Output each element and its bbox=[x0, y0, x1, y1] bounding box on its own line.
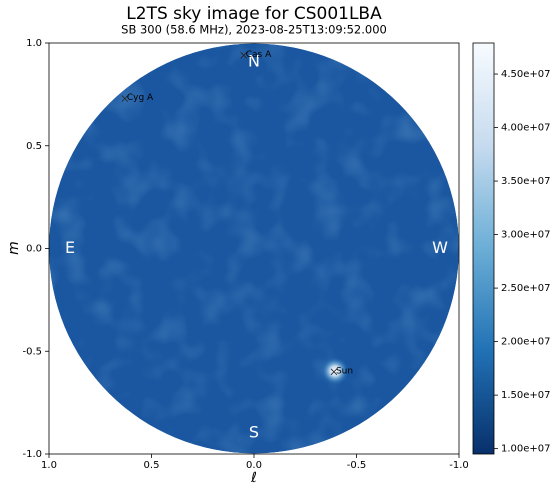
x-tick-label: 0.0 bbox=[246, 460, 262, 471]
x-tick-label: -0.5 bbox=[347, 460, 367, 471]
x-tick-label: -1.0 bbox=[449, 460, 469, 471]
y-tick-label: -1.0 bbox=[22, 449, 42, 460]
y-tick-label: 0.0 bbox=[26, 244, 42, 255]
chart-title: L2TS sky image for CS001LBA bbox=[126, 4, 382, 24]
sky-texture bbox=[49, 43, 459, 454]
colorbar-tick-label: 1.00e+07 bbox=[501, 444, 551, 455]
sky-image bbox=[49, 43, 459, 454]
colorbar-tick-label: 4.00e+07 bbox=[501, 123, 551, 134]
x-tick-label: 1.0 bbox=[41, 460, 57, 471]
compass-label: W bbox=[432, 238, 448, 257]
colorbar-tick-label: 3.00e+07 bbox=[501, 230, 551, 241]
y-tick-label: -0.5 bbox=[22, 346, 42, 357]
source-label: Cas A bbox=[246, 50, 272, 60]
colorbar bbox=[473, 43, 494, 454]
x-axis-label: ℓ bbox=[250, 470, 257, 486]
source-label: Sun bbox=[336, 366, 353, 376]
chart: L2TS sky image for CS001LBA SB 300 (58.6… bbox=[0, 0, 560, 488]
x-tick-label: 0.5 bbox=[144, 460, 160, 471]
colorbar-tick-label: 2.50e+07 bbox=[501, 283, 551, 294]
y-axis-label: m bbox=[6, 241, 22, 255]
colorbar-tick-label: 4.50e+07 bbox=[501, 69, 551, 80]
compass-label: S bbox=[249, 423, 259, 442]
colorbar-tick-label: 2.00e+07 bbox=[501, 337, 551, 348]
source-label: Cyg A bbox=[127, 93, 154, 103]
compass-label: E bbox=[65, 238, 75, 257]
colorbar-tick-label: 3.50e+07 bbox=[501, 176, 551, 187]
chart-subtitle: SB 300 (58.6 MHz), 2023-08-25T13:09:52.0… bbox=[121, 23, 387, 37]
colorbar-tick-label: 1.50e+07 bbox=[501, 390, 551, 401]
y-tick-label: 1.0 bbox=[26, 38, 42, 49]
y-tick-label: 0.5 bbox=[26, 141, 42, 152]
